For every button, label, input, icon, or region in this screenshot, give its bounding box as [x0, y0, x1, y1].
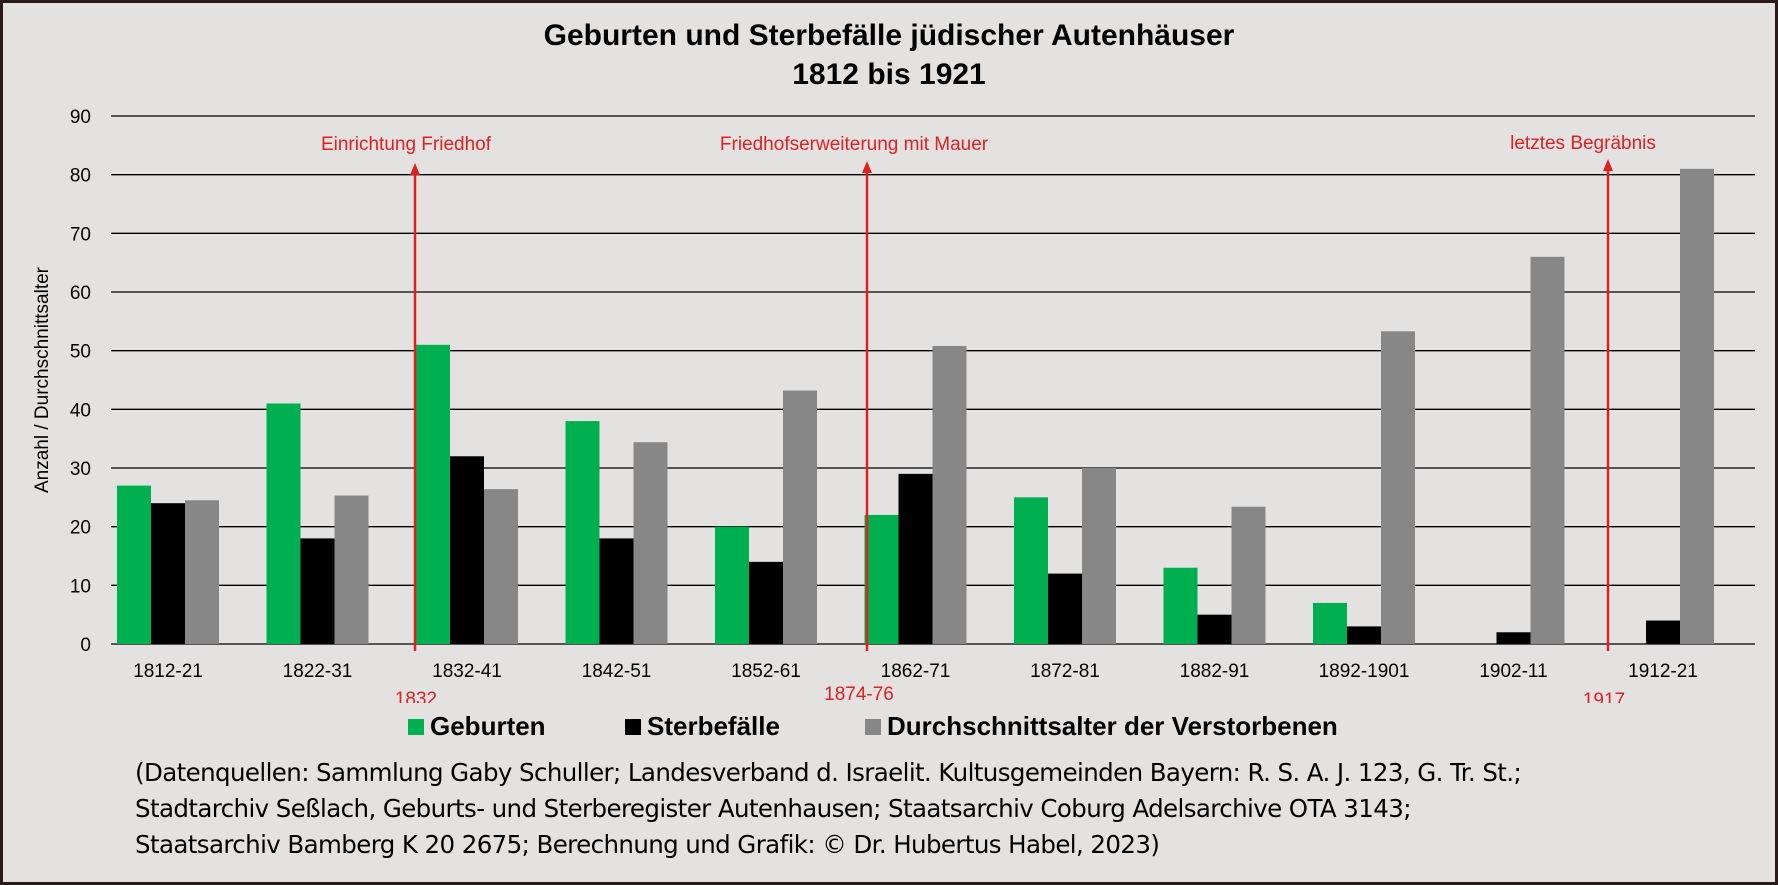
- x-tick-label: 1862-71: [881, 661, 951, 682]
- bar: [266, 403, 301, 644]
- legend-swatch-sterbefaelle: [625, 718, 641, 735]
- legend-item-sterbefaelle: Sterbefälle: [625, 711, 780, 742]
- y-tick-label: 0: [80, 635, 91, 656]
- annotation-label: Einrichtung Friedhof: [321, 134, 492, 155]
- x-tick-label: 1902-11: [1479, 661, 1547, 682]
- bar: [151, 503, 185, 644]
- bar: [1347, 626, 1381, 644]
- bar: [450, 456, 484, 644]
- x-tick-label: 1852-61: [731, 661, 801, 682]
- source-note-line: Staatsarchiv Bamberg K 20 2675; Berechnu…: [135, 830, 1160, 859]
- legend-item-durchschnittsalter: Durchschnittsalter der Verstorbenen: [865, 711, 1338, 742]
- bar: [565, 421, 600, 644]
- legend-label-geburten: Geburten: [430, 711, 546, 741]
- bar-chart: 0 10 20 30 40 50 60 70 80 90 Anzahl / Durchschnitt…: [32, 107, 1755, 703]
- bar: [1313, 602, 1347, 644]
- annotation-year: 1917: [1583, 690, 1625, 703]
- bar: [334, 495, 369, 644]
- x-tick-label: 1912-21: [1628, 661, 1698, 682]
- chart-frame: Geburten und Sterbefälle jüdischer Auten…: [3, 3, 1775, 882]
- chart-subtitle: 1812 bis 1921: [792, 58, 986, 91]
- bar: [1530, 256, 1565, 644]
- source-note-line: (Datenquellen: Sammlung Gaby Schuller; L…: [135, 758, 1522, 787]
- x-tick-label: 1832-41: [432, 661, 502, 682]
- annotation-label: Friedhofserweiterung mit Mauer: [720, 134, 989, 155]
- bar: [749, 561, 783, 644]
- y-tick-label: 20: [70, 518, 91, 539]
- annotation-arrowhead: [862, 161, 872, 173]
- bar: [1381, 331, 1415, 644]
- annotation-year: 1874-76: [824, 684, 894, 703]
- y-tick-label: 10: [70, 576, 91, 597]
- legend-swatch-geburten: [408, 718, 424, 735]
- bar: [715, 526, 749, 644]
- y-tick-label: 60: [70, 283, 91, 304]
- bar: [633, 442, 668, 644]
- source-note-line: Stadtarchiv Seßlach, Geburts- und Sterbe…: [135, 794, 1411, 823]
- bar: [300, 538, 335, 644]
- y-tick-label: 90: [70, 107, 91, 128]
- legend-item-geburten: Geburten: [408, 711, 546, 742]
- legend-label-durchschnittsalter: Durchschnittsalter der Verstorbenen: [887, 711, 1338, 741]
- x-tick-label: 1882-91: [1180, 661, 1250, 682]
- bar: [185, 500, 219, 644]
- bar: [783, 390, 817, 644]
- y-tick-label: 80: [70, 166, 91, 187]
- y-tick-label: 30: [70, 459, 91, 480]
- y-tick-label: 50: [70, 342, 91, 363]
- bar: [1646, 620, 1680, 644]
- bar: [1231, 506, 1266, 644]
- bar: [1680, 168, 1714, 645]
- annotation-arrowhead: [1603, 159, 1613, 171]
- bar: [932, 345, 967, 644]
- y-tick-label: 40: [70, 400, 91, 421]
- annotation-year: 1832: [395, 689, 437, 703]
- x-tick-label: 1892-1901: [1319, 661, 1410, 682]
- x-tick-label: 1842-51: [582, 661, 652, 682]
- legend-label-sterbefaelle: Sterbefälle: [647, 711, 780, 741]
- bar: [416, 344, 450, 644]
- bar: [1496, 632, 1531, 644]
- bar: [1014, 497, 1048, 644]
- y-tick-label: 70: [70, 224, 91, 245]
- bar: [864, 514, 899, 644]
- bar: [1163, 567, 1198, 644]
- bar: [1197, 614, 1232, 644]
- bar: [599, 538, 634, 644]
- x-tick-label: 1812-21: [133, 661, 203, 682]
- bar: [117, 485, 151, 644]
- y-axis-label: Anzahl / Durchschnittsalter: [32, 266, 53, 493]
- bar: [1048, 573, 1082, 644]
- bar: [898, 473, 933, 644]
- bar: [484, 489, 518, 644]
- annotation-label: letztes Begräbnis: [1510, 133, 1656, 154]
- x-tick-label: 1872-81: [1030, 661, 1100, 682]
- annotation-arrowhead: [410, 163, 420, 175]
- bar: [1082, 468, 1116, 644]
- chart-title: Geburten und Sterbefälle jüdischer Auten…: [543, 19, 1235, 52]
- x-tick-label: 1822-31: [283, 661, 353, 682]
- source-note: (Datenquellen: Sammlung Gaby Schuller; L…: [135, 755, 1695, 863]
- legend-swatch-durchschnittsalter: [865, 718, 881, 735]
